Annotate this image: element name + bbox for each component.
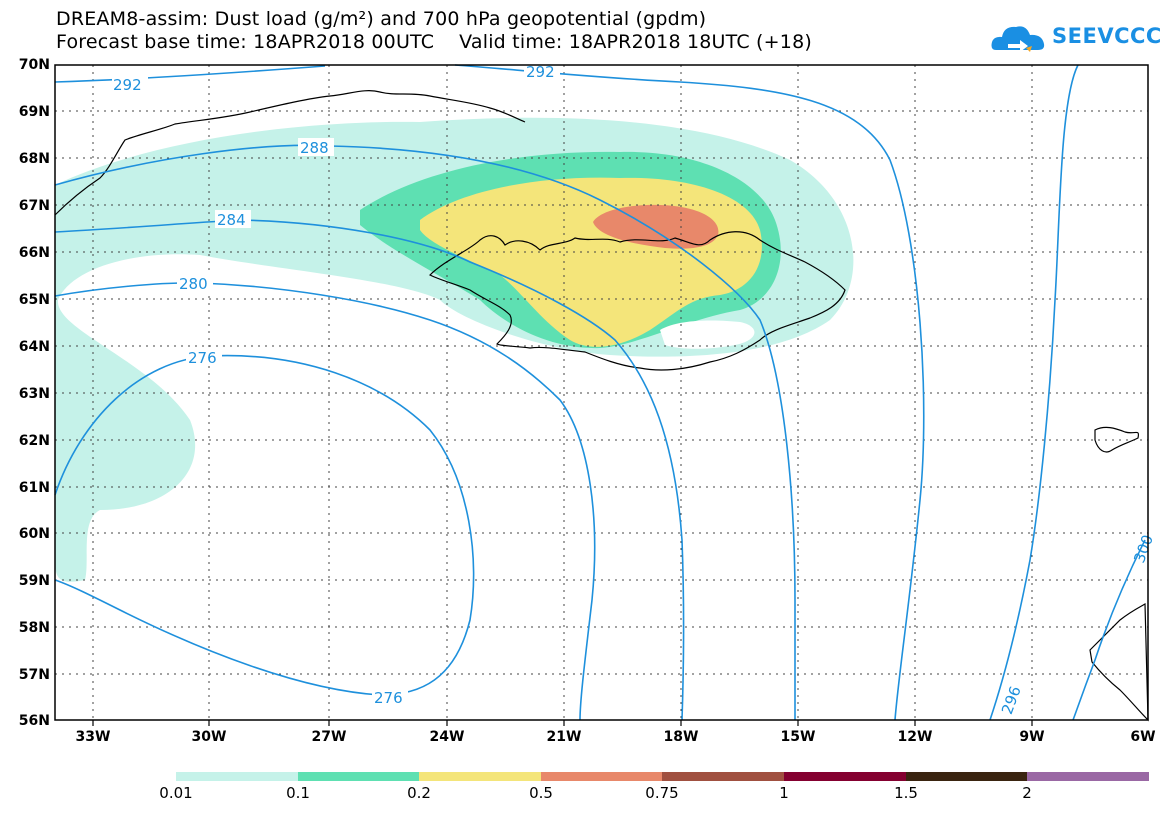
lon-label: 18W xyxy=(663,729,699,745)
lat-label: 62N xyxy=(18,433,50,449)
map-subtitle: Forecast base time: 18APR2018 00UTC Vali… xyxy=(56,31,812,53)
contour-label: 292 xyxy=(113,76,142,94)
colorbar-label: 0.75 xyxy=(645,784,679,802)
contour-label-group: 292 292 288 284 280 276 276 296 300 xyxy=(112,62,1157,717)
graticule xyxy=(55,65,1148,720)
lon-label: 15W xyxy=(780,729,816,745)
colorbar-swatch xyxy=(783,772,906,781)
dust-level-05 xyxy=(593,204,719,249)
lat-label: 59N xyxy=(18,573,50,589)
colorbar-swatch xyxy=(905,772,1028,781)
colorbar-swatch xyxy=(662,772,784,781)
contour-label: 300 xyxy=(1130,532,1157,565)
lon-label: 12W xyxy=(897,729,933,745)
lat-label: 70N xyxy=(18,57,50,73)
contour-300 xyxy=(1072,539,1146,721)
colorbar-label: 0.01 xyxy=(159,784,193,802)
axis-ticks xyxy=(92,720,1033,726)
coastlines xyxy=(54,90,1149,722)
contour-label: 292 xyxy=(526,63,555,81)
colorbar-label: 0.5 xyxy=(529,784,553,802)
scotland-coastline xyxy=(1089,602,1149,722)
lon-label: 9W xyxy=(1019,729,1045,745)
colorbar-swatch xyxy=(419,772,541,781)
colorbar-label: 0.2 xyxy=(407,784,431,802)
contour-288 xyxy=(54,144,796,720)
map-frame xyxy=(54,64,1149,721)
contour-label: 280 xyxy=(179,275,208,293)
colorbar-swatch xyxy=(297,772,420,781)
colorbar-swatch xyxy=(540,772,663,781)
lat-label: 61N xyxy=(18,480,50,496)
colorbar-swatch xyxy=(1027,772,1149,781)
dust-free-area xyxy=(660,320,755,349)
iceland-coastline xyxy=(428,231,846,371)
lon-label: 30W xyxy=(191,729,227,745)
lon-label: 6W xyxy=(1130,729,1156,745)
contour-label: 288 xyxy=(300,139,329,157)
colorbar-label: 1 xyxy=(779,784,789,802)
colorbar-label: 0.1 xyxy=(286,784,310,802)
lat-label: 64N xyxy=(18,339,50,355)
logo-text: SEEVCCC xyxy=(1052,24,1162,48)
lon-label: 33W xyxy=(75,729,111,745)
contour-label: 276 xyxy=(374,689,403,707)
map-title: DREAM8-assim: Dust load (g/m²) and 700 h… xyxy=(56,8,707,30)
colorbar-label: 2 xyxy=(1022,784,1032,802)
dust-shading xyxy=(55,117,854,582)
faroe-islands xyxy=(1094,426,1140,453)
lat-label: 68N xyxy=(18,151,50,167)
lon-label: 27W xyxy=(311,729,347,745)
lat-label: 67N xyxy=(18,198,50,214)
lat-label: 56N xyxy=(18,713,50,729)
contour-292 xyxy=(54,64,925,721)
colorbar-label: 1.5 xyxy=(894,784,918,802)
contour-label: 284 xyxy=(217,211,246,229)
lon-label: 24W xyxy=(429,729,465,745)
contour-label: 296 xyxy=(998,684,1025,717)
lat-label: 60N xyxy=(18,526,50,542)
contour-label: 276 xyxy=(188,349,217,367)
greenland-coastline xyxy=(54,90,526,216)
colorbar-swatch xyxy=(176,772,298,781)
lat-label: 66N xyxy=(18,245,50,261)
lat-label: 63N xyxy=(18,386,50,402)
lat-label: 65N xyxy=(18,292,50,308)
lon-label: 21W xyxy=(546,729,582,745)
lat-label: 69N xyxy=(18,104,50,120)
lat-label: 58N xyxy=(18,620,50,636)
colorbar xyxy=(176,772,1149,781)
cloud-icon xyxy=(991,26,1045,52)
contour-296 xyxy=(989,64,1079,721)
lat-label: 57N xyxy=(18,667,50,683)
